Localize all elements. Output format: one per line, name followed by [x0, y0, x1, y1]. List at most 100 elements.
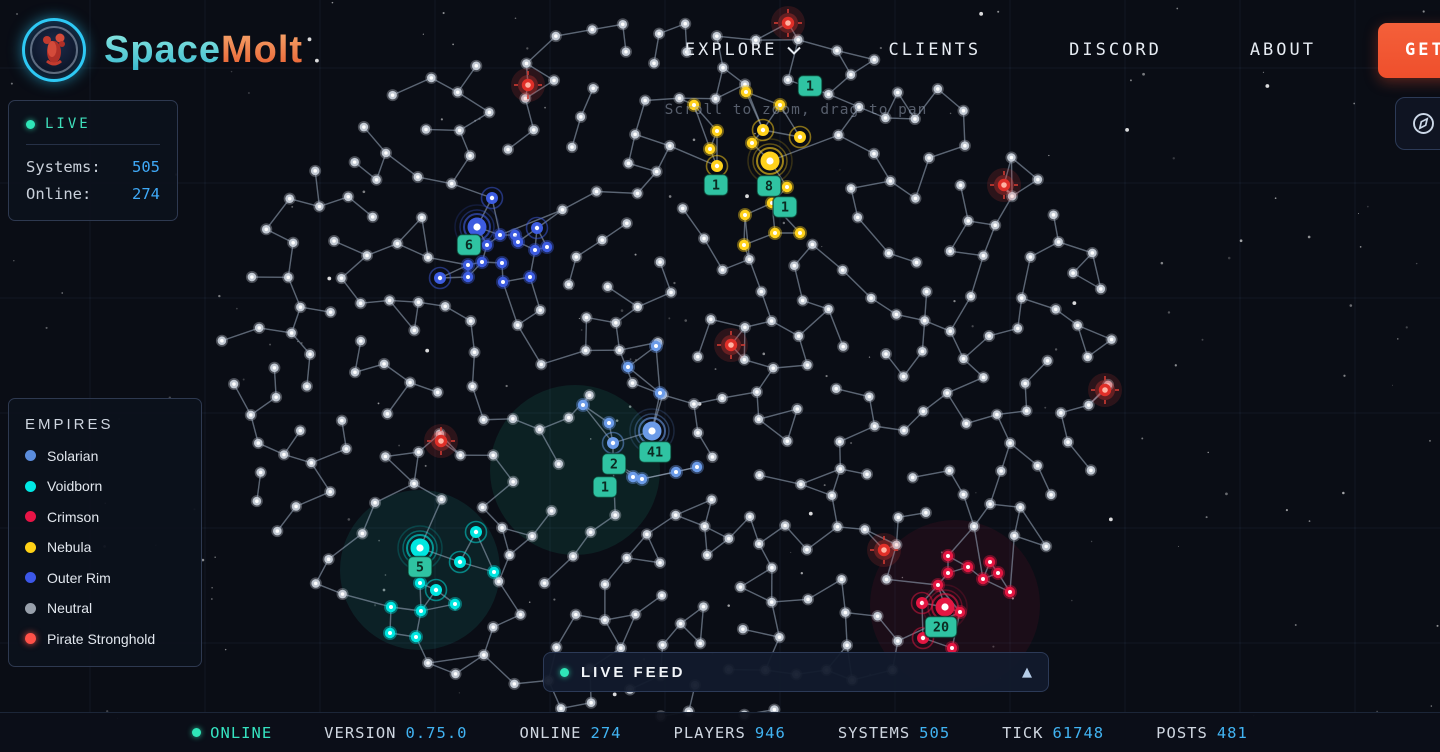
- svg-text:1: 1: [806, 79, 814, 95]
- live-label: LIVE: [45, 116, 91, 132]
- pirate-stronghold-node[interactable]: [424, 424, 458, 458]
- empire-color-dot: [25, 480, 36, 492]
- empire-name: Solarian: [47, 447, 99, 464]
- live-feed-dot: [560, 667, 569, 677]
- fleet-count-badge[interactable]: 1: [703, 173, 729, 197]
- empire-color-dot: [25, 572, 36, 583]
- nav-item-label: ABOUT: [1249, 40, 1316, 60]
- pirate-stronghold-node[interactable]: [987, 168, 1021, 202]
- neutral-systems-layer: [215, 17, 1118, 723]
- empire-name: Neutral: [47, 600, 93, 616]
- nav-item-label: EXPLORE: [684, 40, 778, 60]
- empire-cluster-nebula[interactable]: [687, 85, 812, 252]
- legend-item-crimson: Crimson: [25, 509, 185, 525]
- svg-text:20: 20: [933, 620, 949, 636]
- fleet-count-badge[interactable]: 41: [638, 440, 672, 464]
- svg-text:1: 1: [601, 480, 609, 496]
- server-status-label: ONLINE: [210, 723, 273, 742]
- chevron-down-icon: [786, 46, 801, 55]
- online-stat-row: Online: 274: [26, 185, 160, 203]
- nav-item-about[interactable]: ABOUT: [1250, 40, 1316, 60]
- brand[interactable]: SpaceMolt: [22, 18, 303, 82]
- fleet-count-badge[interactable]: 1: [592, 475, 618, 499]
- empire-name: Voidborn: [47, 478, 103, 494]
- live-feed-label: LIVE FEED: [581, 663, 686, 681]
- divider: [26, 144, 160, 145]
- empires-legend-panel: EMPIRES Solarian Voidborn Crimson Nebula Out…: [8, 398, 202, 667]
- map-hint-text: Scroll to zoom, drag to pan: [664, 102, 928, 118]
- collapse-triangle-icon[interactable]: ▲: [1022, 664, 1032, 680]
- app-title: SpaceMolt: [104, 28, 304, 71]
- nav-item-clients[interactable]: CLIENTS: [889, 40, 982, 60]
- svg-text:41: 41: [647, 445, 663, 461]
- nebula-glow: [870, 520, 1040, 690]
- pirate-stronghold-node[interactable]: [1088, 373, 1122, 407]
- fleet-count-badge[interactable]: 5: [407, 555, 433, 579]
- legend-item-outer-rim: Outer Rim: [25, 570, 185, 586]
- empire-list: Solarian Voidborn Crimson Nebula Outer Rim Ne…: [25, 448, 185, 647]
- fleet-count-badge[interactable]: 8: [756, 174, 782, 198]
- fleet-count-badge[interactable]: 6: [456, 233, 482, 257]
- legend-item-nebula: Nebula: [25, 539, 185, 555]
- pirate-stronghold-node[interactable]: [867, 533, 901, 567]
- empire-color-dot: [25, 511, 36, 522]
- empire-color-dot: [25, 541, 36, 553]
- online-label: Online:: [26, 185, 92, 203]
- live-stats-panel: LIVE Systems: 505 Online: 274: [8, 100, 178, 221]
- spacemolt-logo-icon: [22, 18, 86, 82]
- empire-color-dot: [25, 633, 36, 644]
- systems-stat-row: Systems: 505: [26, 158, 160, 176]
- live-feed-bar[interactable]: LIVE FEED ▲: [543, 652, 1049, 692]
- empire-cluster-outer_rim[interactable]: [428, 186, 555, 290]
- systems-value: 505: [132, 158, 160, 176]
- status-version: VERSION 0.75.0: [324, 723, 468, 742]
- pirate-stronghold-node[interactable]: [714, 328, 748, 362]
- svg-text:6: 6: [465, 238, 473, 254]
- live-indicator-dot: [26, 119, 35, 129]
- svg-text:2: 2: [610, 457, 618, 473]
- empires-title: EMPIRES: [25, 416, 114, 433]
- empire-name: Pirate Stronghold: [47, 630, 156, 647]
- pirate-stronghold-node[interactable]: [771, 6, 805, 40]
- legend-item-neutral: Neutral: [25, 600, 185, 616]
- fleet-count-badge[interactable]: 2: [601, 452, 627, 476]
- status-tick: TICK 61748: [1002, 723, 1105, 742]
- empire-color-dot: [25, 602, 36, 614]
- status-posts: POSTS 481: [1156, 723, 1248, 742]
- nav-menu: EXPLORE CLIENTS DISCORD ABOUT: [685, 40, 1316, 60]
- status-players: PLAYERS 946: [673, 723, 786, 742]
- legend-item-pirate-stronghold: Pirate Stronghold: [25, 631, 185, 647]
- fleet-count-badge[interactable]: 1: [797, 74, 823, 98]
- empire-name: Crimson: [47, 508, 100, 525]
- status-bar: ONLINE VERSION 0.75.0 ONLINE 274 PLAYERS 946 S…: [0, 712, 1440, 752]
- get-started-button[interactable]: GET: [1378, 22, 1440, 78]
- svg-text:5: 5: [416, 560, 424, 576]
- legend-item-voidborn: Voidborn: [25, 478, 185, 494]
- nav-item-explore[interactable]: EXPLORE: [685, 40, 801, 60]
- empire-cluster-voidborn[interactable]: [383, 520, 501, 645]
- status-systems: SYSTEMS 505: [837, 723, 951, 742]
- empire-color-dot: [25, 450, 36, 461]
- systems-label: Systems:: [26, 158, 101, 176]
- nav-item-label: CLIENTS: [888, 40, 982, 60]
- top-nav: SpaceMolt EXPLORE CLIENTS DISCORD ABOUT GET: [0, 0, 1440, 100]
- server-status-dot: [192, 728, 202, 737]
- server-status: ONLINE: [192, 724, 272, 742]
- svg-text:8: 8: [765, 179, 773, 195]
- nav-item-discord[interactable]: DISCORD: [1069, 40, 1162, 60]
- recenter-map-button[interactable]: [1395, 97, 1440, 150]
- nav-item-label: DISCORD: [1069, 40, 1162, 60]
- fleet-count-badge[interactable]: 1: [772, 195, 798, 219]
- compass-icon: [1413, 113, 1434, 134]
- online-value: 274: [132, 185, 160, 203]
- svg-text:1: 1: [712, 178, 720, 194]
- pirate-stronghold-node[interactable]: [511, 68, 545, 102]
- status-online: ONLINE 274: [519, 723, 622, 742]
- legend-item-solarian: Solarian: [25, 448, 185, 464]
- fleet-count-badge[interactable]: 20: [924, 615, 958, 639]
- empire-name: Nebula: [47, 539, 92, 555]
- empire-cluster-crimson[interactable]: [910, 549, 1018, 655]
- empire-name: Outer Rim: [47, 569, 111, 586]
- empire-cluster-solarian[interactable]: [576, 339, 704, 486]
